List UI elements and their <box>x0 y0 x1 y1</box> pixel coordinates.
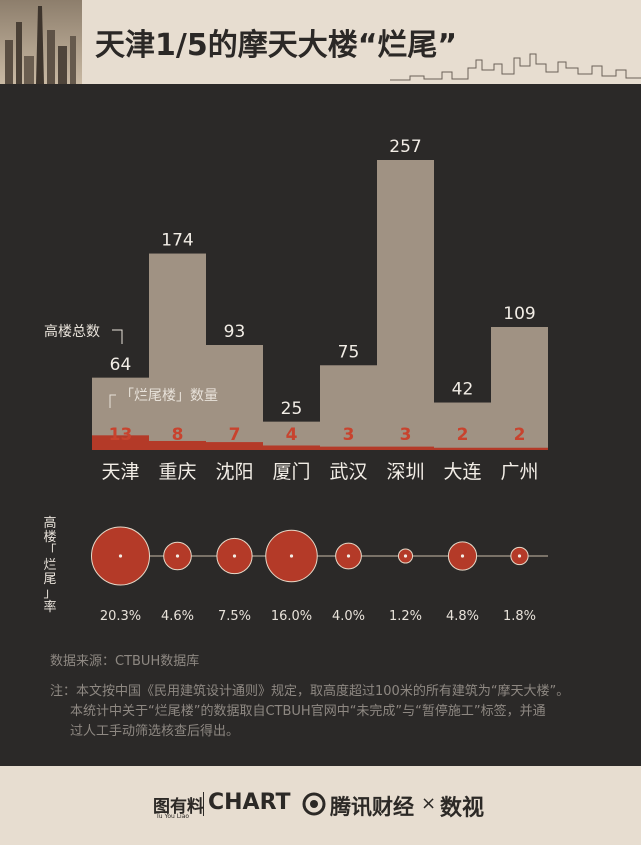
bar-unfinished-value: 8 <box>172 425 184 445</box>
category-label: 大连 <box>443 461 481 483</box>
category-label: 重庆 <box>158 461 196 483</box>
category-label: 沈阳 <box>215 461 253 483</box>
bar-total-value: 174 <box>161 231 193 251</box>
rate-label: 4.6% <box>161 609 194 624</box>
bar-total <box>320 365 377 450</box>
rate-axis-char: 楼 <box>43 530 56 545</box>
bar-unfinished <box>491 447 548 450</box>
bar-total <box>377 160 434 450</box>
times-sign: × <box>421 793 437 814</box>
bar-labels-group: 64 13 174 8 93 7 25 4 75 3 257 3 42 2 109 2 <box>109 137 536 445</box>
rate-axis-label: 高楼「烂尾」率 <box>43 515 56 615</box>
bar-unfinished <box>377 446 434 450</box>
bar-total <box>149 253 206 450</box>
bar-unfinished-value: 2 <box>514 425 526 445</box>
bar-unfinished <box>263 445 320 450</box>
legend-total: 高楼总数 <box>44 323 100 340</box>
legend-group: 高楼总数 「烂尾楼」数量 <box>44 323 218 408</box>
legend-unfinished-leader <box>109 394 116 408</box>
legend-unfinished: 「烂尾楼」数量 <box>120 388 218 404</box>
bar-unfinished <box>92 435 149 450</box>
tuyouliao-sub: Tu You Liao <box>156 813 190 820</box>
rate-axis-char: 尾 <box>43 572 56 587</box>
tuyouliao-logo: 图有料 <box>153 797 204 817</box>
rate-label: 20.3% <box>100 609 141 624</box>
bar-unfinished-value: 2 <box>457 425 469 445</box>
note-line-1: 注：本文按中国《民用建筑设计通则》规定，取高度超过100米的所有建筑为“摩天大楼… <box>50 684 570 699</box>
rate-circles-group <box>91 526 529 586</box>
header: 天津1/5的摩天大楼“烂尾” <box>0 0 641 84</box>
bar-total-value: 75 <box>338 342 360 362</box>
note-line-2: 本统计中关于“烂尾楼”的数据取自CTBUH官网中“未完成”与“暂停施工”标签，并… <box>70 704 546 719</box>
note-line-3: 过人工手动筛选核查后得出。 <box>70 724 240 739</box>
bar-unfinished <box>320 446 377 450</box>
rate-dot <box>346 554 351 558</box>
bar-total-value: 42 <box>452 380 474 400</box>
rate-axis-char: 率 <box>43 599 56 615</box>
chart-logo: CHART <box>208 790 291 815</box>
bar-unfinished-value: 3 <box>343 425 355 445</box>
notes-section: 数据来源：CTBUH数据库 注：本文按中国《民用建筑设计通则》规定，取高度超过1… <box>0 644 641 764</box>
chart: 64 13 174 8 93 7 25 4 75 3 257 3 42 2 109 2 天津 重庆 沈阳 厦门 武汉深… <box>43 137 548 624</box>
rate-axis-char: 「 <box>43 544 56 559</box>
shushi-logo: 数视 <box>440 796 485 821</box>
bar-total <box>434 402 491 450</box>
bar-total-value: 109 <box>503 304 535 324</box>
rate-label: 1.8% <box>503 609 536 624</box>
skyline-decoration <box>390 53 641 81</box>
rate-dot <box>232 554 237 558</box>
category-label: 厦门 <box>272 461 310 483</box>
rate-label: 7.5% <box>218 609 251 624</box>
rate-axis-char: 」 <box>43 586 56 601</box>
bar-unfinished <box>149 440 206 450</box>
category-label: 天津 <box>101 461 139 483</box>
bar-total-value: 257 <box>389 137 421 157</box>
legend-total-leader <box>112 329 123 344</box>
rate-dot <box>175 554 180 558</box>
rate-label: 16.0% <box>271 609 312 624</box>
logo-separator <box>203 792 204 816</box>
bar-total-value: 93 <box>224 322 246 342</box>
bar-unfinished-value: 13 <box>109 425 133 445</box>
category-label: 广州 <box>500 461 538 483</box>
category-labels-group: 天津 重庆 沈阳 厦门 武汉 深圳 大连 广州 <box>101 461 538 483</box>
category-label: 深圳 <box>386 461 424 483</box>
rate-label: 4.8% <box>446 609 479 624</box>
bar-unfinished <box>434 447 491 450</box>
tencent-icon <box>302 792 326 816</box>
tencent-finance-logo: 腾讯财经 <box>330 795 414 819</box>
bar-unfinished-value: 7 <box>229 425 241 445</box>
bar-unfinished-value: 4 <box>286 425 298 445</box>
rate-axis-char: 高 <box>43 515 56 531</box>
rate-dot <box>403 554 408 558</box>
bar-unfinished-value: 3 <box>400 425 412 445</box>
bar-total <box>206 345 263 450</box>
rate-dot <box>118 554 123 558</box>
bar-total <box>263 421 320 450</box>
bar-total-value: 25 <box>281 399 303 419</box>
rate-dot <box>460 554 465 558</box>
data-source: 数据来源：CTBUH数据库 <box>50 654 200 669</box>
page-title: 天津1/5的摩天大楼“烂尾” <box>95 28 458 63</box>
rate-dot <box>289 554 294 558</box>
rate-axis-char: 烂 <box>43 558 56 573</box>
category-label: 武汉 <box>329 461 367 483</box>
bar-total <box>491 327 548 450</box>
rate-label: 4.0% <box>332 609 365 624</box>
rate-dot <box>517 554 522 558</box>
logo-bar: 图有料 Tu You Liao CHART 腾讯财经 × 数视 <box>0 766 641 845</box>
bar-unfinished <box>206 442 263 450</box>
rate-label: 1.2% <box>389 609 422 624</box>
bars-group <box>92 160 548 450</box>
rate-labels-group: 20.3% 4.6% 7.5% 16.0% 4.0% 1.2% 4.8% 1.8% <box>100 609 536 624</box>
bar-total-value: 64 <box>110 355 132 375</box>
skyscraper-photo <box>0 0 82 84</box>
